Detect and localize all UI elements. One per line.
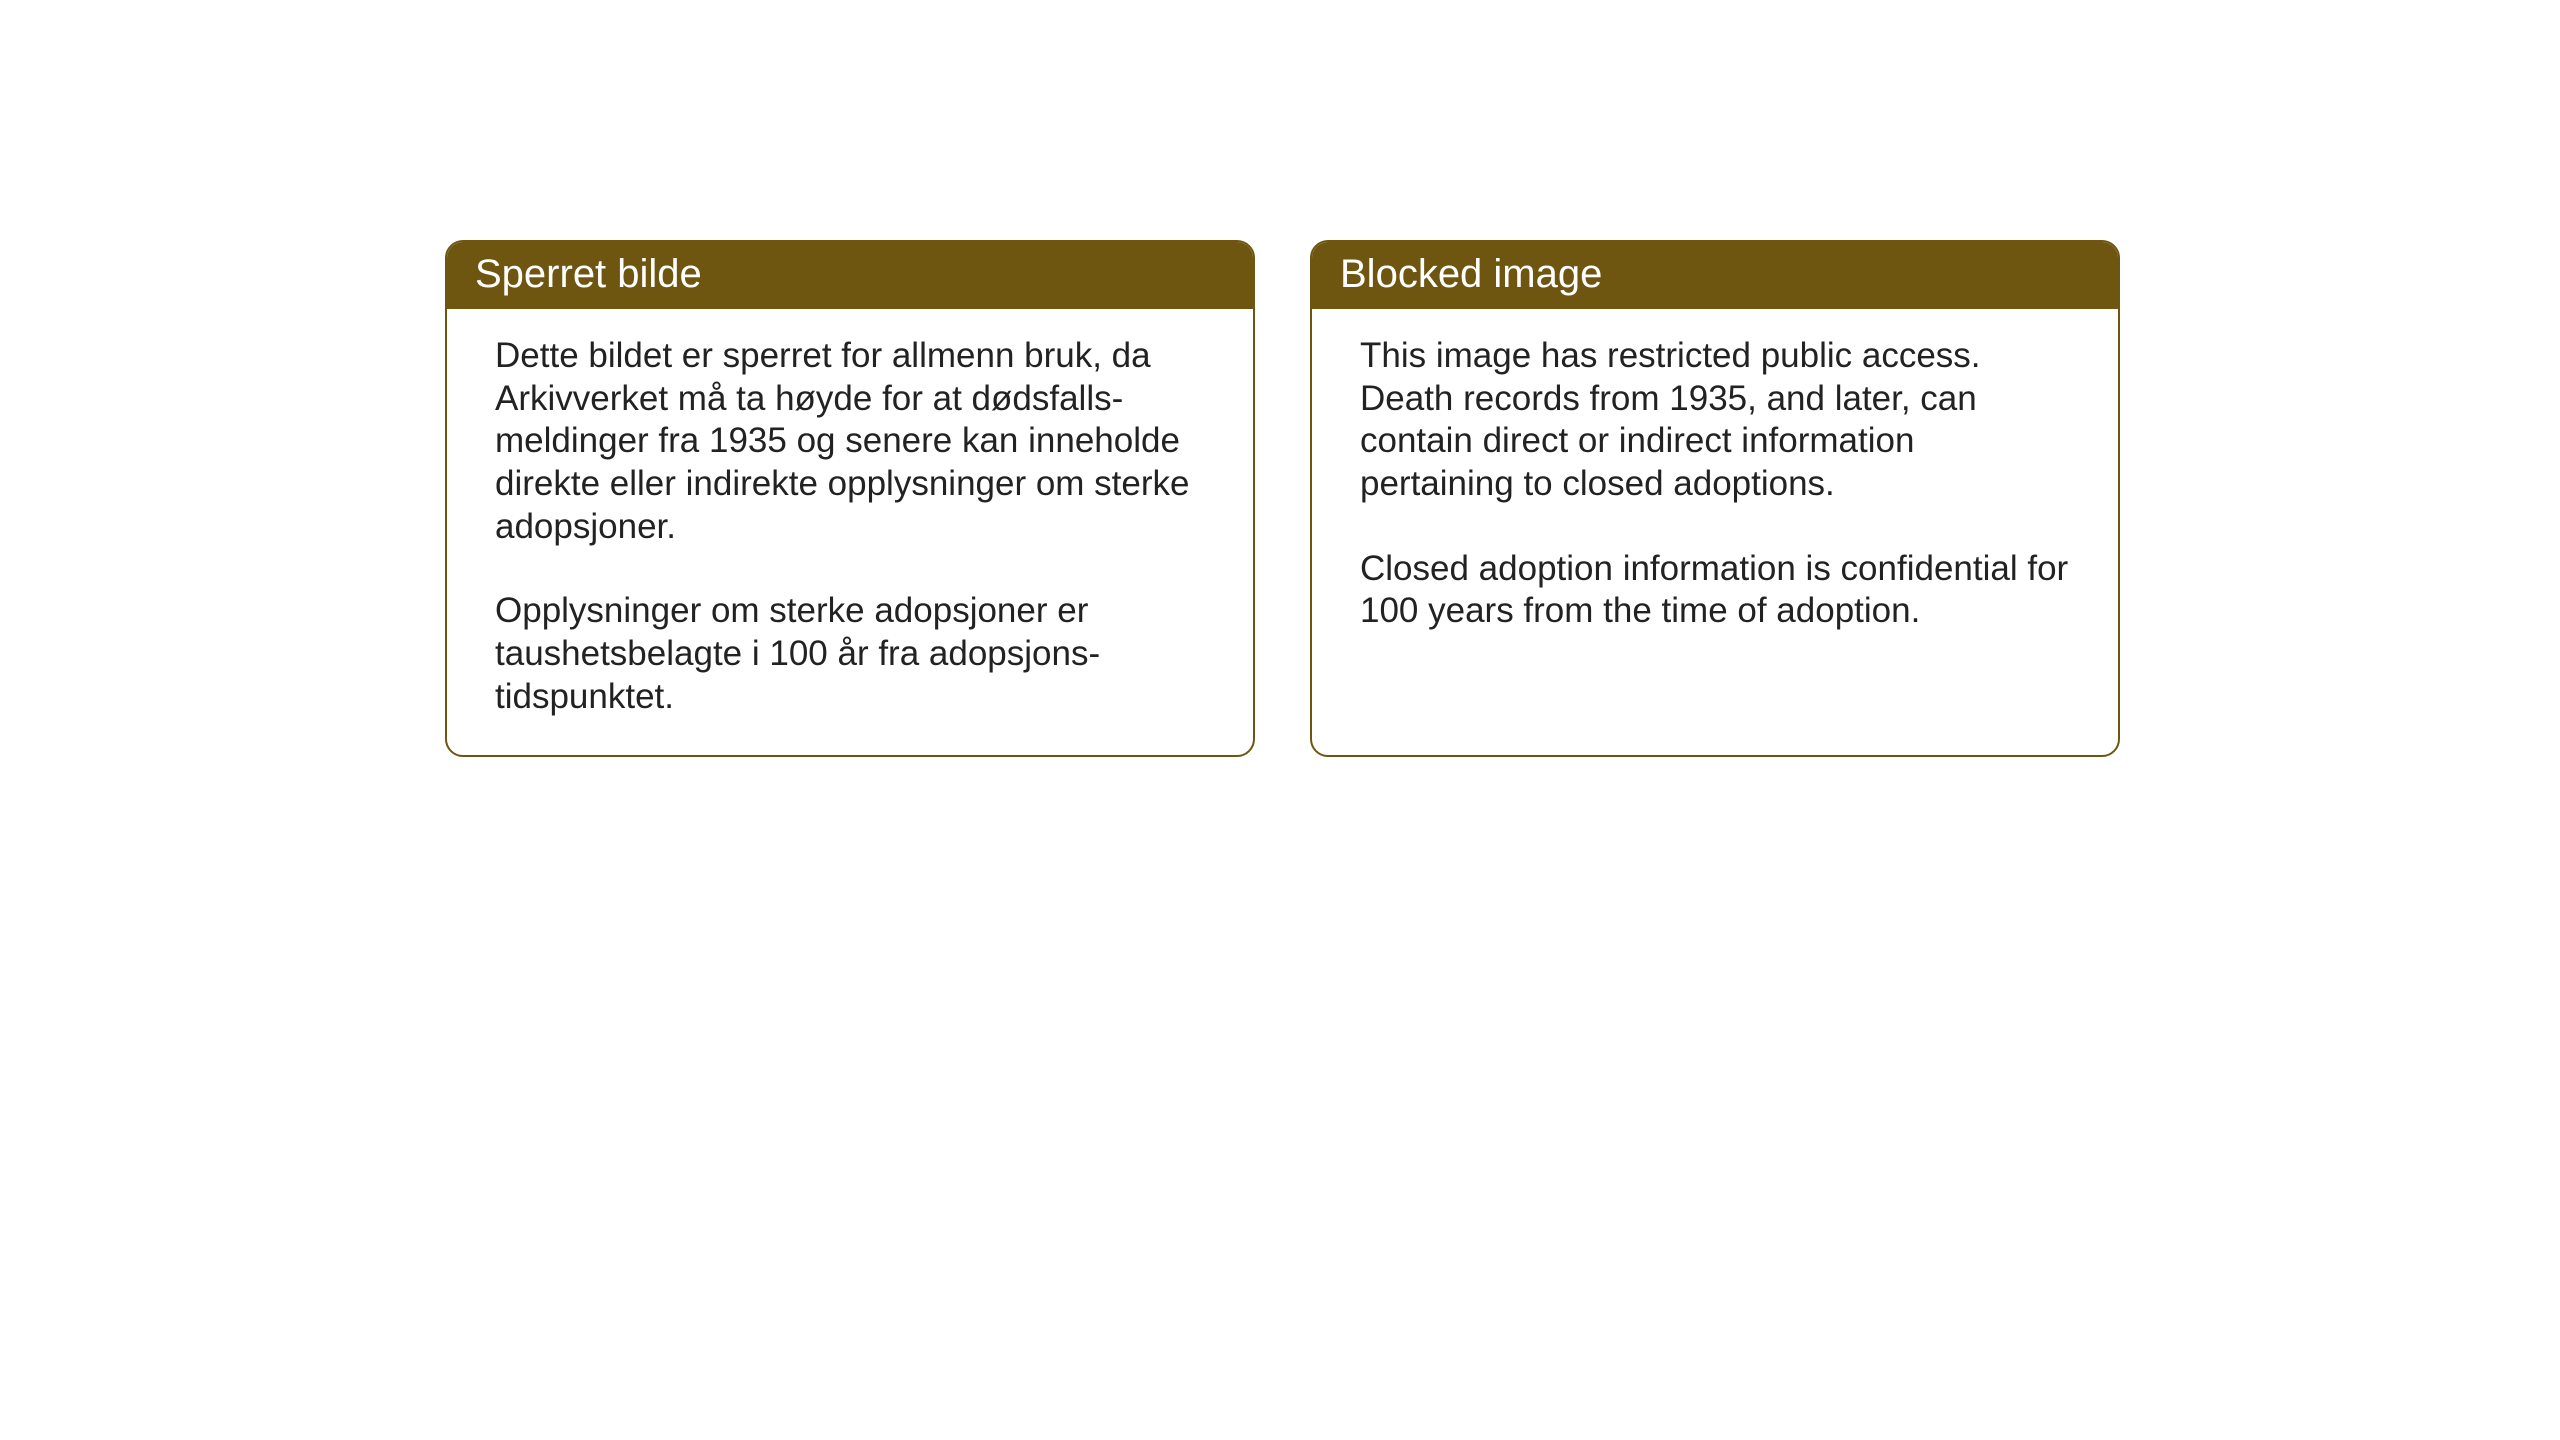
card-english-body: This image has restricted public access.… — [1312, 309, 2118, 669]
card-norwegian: Sperret bilde Dette bildet er sperret fo… — [445, 240, 1255, 757]
card-norwegian-p1: Dette bildet er sperret for allmenn bruk… — [495, 335, 1205, 548]
card-english-p2: Closed adoption information is confident… — [1360, 548, 2070, 633]
card-english-title: Blocked image — [1340, 252, 1602, 296]
card-english: Blocked image This image has restricted … — [1310, 240, 2120, 757]
card-norwegian-title: Sperret bilde — [475, 252, 702, 296]
card-norwegian-p2: Opplysninger om sterke adopsjoner er tau… — [495, 590, 1205, 718]
card-norwegian-header: Sperret bilde — [447, 242, 1253, 309]
card-english-header: Blocked image — [1312, 242, 2118, 309]
card-english-p1: This image has restricted public access.… — [1360, 335, 2070, 506]
cards-container: Sperret bilde Dette bildet er sperret fo… — [445, 240, 2120, 757]
card-norwegian-body: Dette bildet er sperret for allmenn bruk… — [447, 309, 1253, 755]
